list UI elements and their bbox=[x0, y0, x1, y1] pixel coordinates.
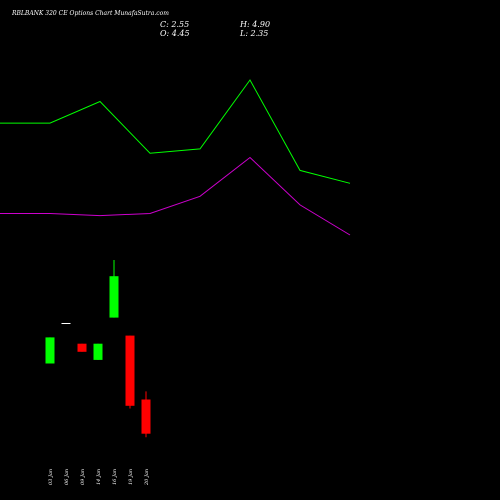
candle-body bbox=[125, 335, 135, 406]
candles-group bbox=[45, 260, 151, 438]
candle-body bbox=[93, 343, 103, 360]
x-tick-label: 03 Jan bbox=[48, 469, 54, 485]
candle-body bbox=[77, 343, 87, 352]
line-series-group bbox=[0, 79, 351, 236]
candle-06-jan bbox=[61, 323, 71, 324]
x-axis-labels: 03 Jan 06 Jan 09 Jan 14 Jan 16 Jan 19 Jan 20 J… bbox=[48, 469, 150, 486]
candle-body bbox=[61, 323, 71, 324]
x-tick-label: 16 Jan bbox=[112, 469, 118, 485]
candle-03-jan bbox=[45, 337, 55, 364]
candle-20-jan bbox=[141, 391, 151, 438]
line-series-1 bbox=[0, 79, 351, 184]
x-tick-label: 19 Jan bbox=[128, 469, 134, 485]
candle-body bbox=[141, 399, 151, 434]
x-tick-label: 20 Jan bbox=[144, 469, 150, 486]
close-value: C: 2.55 bbox=[160, 20, 190, 29]
candle-19-jan bbox=[125, 335, 135, 409]
candle-body bbox=[45, 337, 55, 364]
candle-16-jan bbox=[109, 260, 119, 318]
line-series-2 bbox=[0, 156, 351, 236]
low-value: L: 2.35 bbox=[240, 29, 269, 38]
x-tick-label: 06 Jan bbox=[64, 469, 70, 485]
open-value: O: 4.45 bbox=[160, 29, 190, 38]
candle-body bbox=[109, 276, 119, 318]
chart-title: RBLBANK 320 CE Options Chart MunafaSutra… bbox=[12, 10, 169, 17]
x-tick-label: 09 Jan bbox=[80, 469, 86, 485]
x-tick-label: 14 Jan bbox=[96, 469, 102, 485]
candle-09-jan bbox=[77, 343, 87, 352]
candle-14-jan bbox=[93, 343, 103, 360]
high-value: H: 4.90 bbox=[240, 20, 271, 29]
